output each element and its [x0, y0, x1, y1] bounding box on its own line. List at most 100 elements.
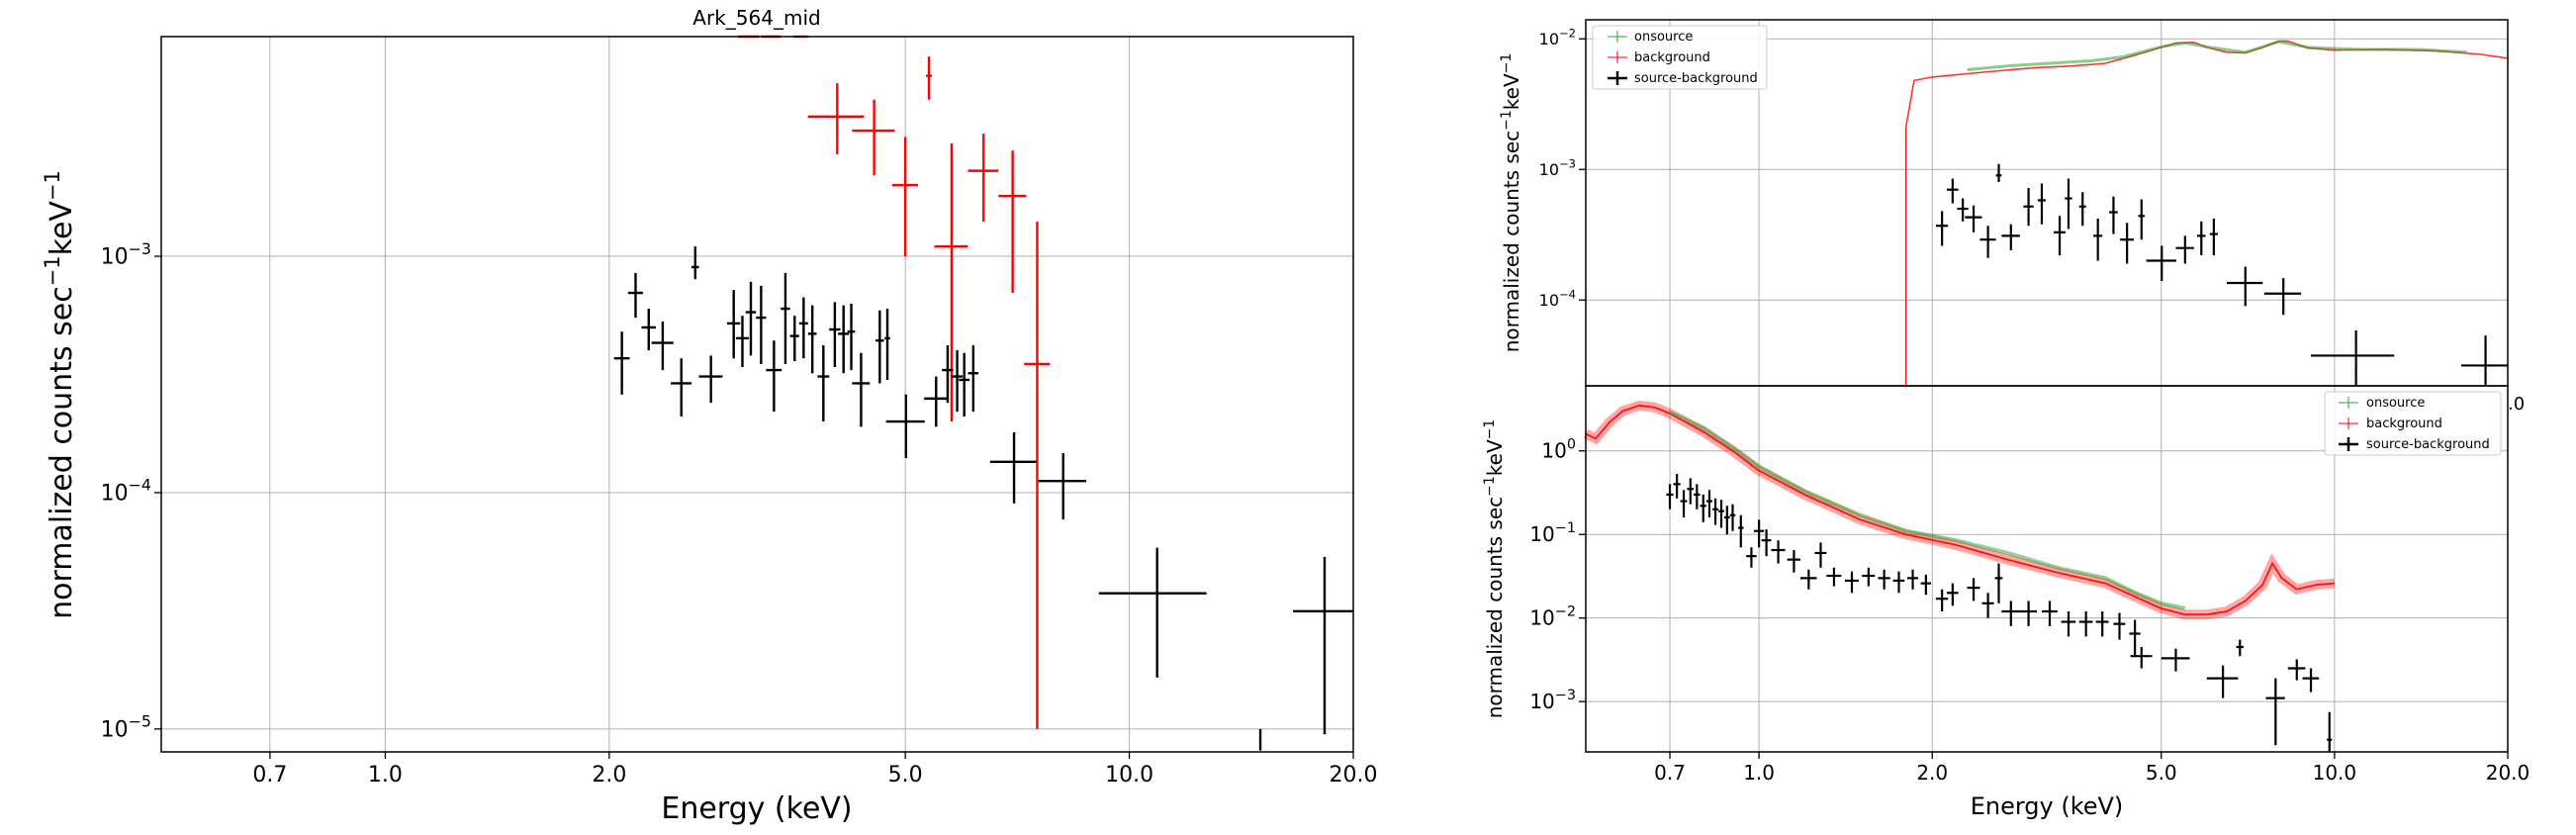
- legend-source-background-label: source-background: [2366, 437, 2490, 452]
- onsource-curve: [1669, 410, 2186, 610]
- source-background-point: [2460, 335, 2508, 386]
- source-background-point: [2019, 601, 2038, 626]
- black-error-bar-point: [698, 355, 723, 404]
- source-background-point: [2061, 610, 2076, 637]
- source-background-point: [1687, 478, 1695, 505]
- red-error-bar-point: [852, 99, 895, 176]
- black-error-bar-point: [942, 345, 954, 404]
- y-tick-label: 10−2: [1529, 604, 1576, 630]
- background-curve: [1585, 404, 2335, 616]
- red-error-bar-point: [1024, 222, 1051, 729]
- black-error-bar-point: [884, 309, 890, 380]
- legend-source-background-label: source-background: [1634, 71, 1758, 86]
- source-background-point: [1995, 163, 2002, 183]
- source-background-point: [1892, 571, 1905, 594]
- source-background-point: [2113, 612, 2126, 640]
- source-background-point: [1771, 540, 1786, 564]
- source-background-point: [1712, 498, 1719, 525]
- x-tick-label: 20.0: [1330, 763, 1378, 788]
- black-error-bar-point: [1293, 556, 1353, 735]
- source-background-point: [1746, 547, 1757, 568]
- source-background-point: [1920, 574, 1931, 596]
- source-background-point: [2093, 218, 2103, 261]
- source-background-point: [1936, 589, 1949, 611]
- source-background-point: [1729, 504, 1736, 531]
- right-top-data-layer: [1904, 40, 2509, 386]
- black-error-bar-point: [967, 345, 979, 413]
- source-background-point: [1718, 500, 1724, 528]
- source-background-point: [1862, 567, 1876, 587]
- x-tick-label: 1.0: [368, 763, 403, 788]
- source-background-point: [2236, 639, 2244, 657]
- black-error-bar-point: [651, 321, 674, 371]
- red-error-bar-point: [967, 134, 999, 223]
- source-background-point: [2196, 221, 2206, 256]
- source-background-point: [1666, 484, 1674, 510]
- black-error-bar-point: [989, 431, 1037, 504]
- source-background-point: [2161, 648, 2190, 672]
- right-bottom-legend: onsource background source-background: [2324, 391, 2502, 456]
- right-bottom-x-axis-label: Energy (keV): [1971, 792, 2124, 820]
- y-tick-label: 10−1: [1529, 520, 1576, 546]
- source-background-point: [2065, 178, 2072, 230]
- source-background-point: [2311, 329, 2395, 386]
- y-tick-label: 10−3: [101, 239, 151, 270]
- x-tick-label: 0.7: [252, 763, 287, 788]
- source-background-point: [2130, 646, 2153, 669]
- x-tick-label: 1.0: [1743, 761, 1775, 785]
- legend-onsource-icon: [2339, 397, 2358, 409]
- legend-onsource-label: onsource: [1634, 30, 1693, 45]
- source-background-point: [2209, 218, 2218, 256]
- black-error-bar-point: [691, 246, 699, 280]
- source-background-point: [2263, 278, 2302, 316]
- source-background-point: [1814, 542, 1827, 568]
- right-bottom-y-axis-label: normalized counts sec−1keV−1: [1482, 419, 1507, 719]
- black-error-bar-point: [885, 394, 925, 459]
- left-panel: 0.7 1.0 2.0 5.0 10.0 20.0 10−5 10−4 10−3 Ark_564…: [41, 6, 1377, 826]
- source-background-point: [2206, 665, 2239, 698]
- legend-background-icon: [2339, 418, 2358, 429]
- source-background-point: [1957, 198, 1969, 222]
- black-error-bar-point: [798, 297, 808, 359]
- source-background-point: [1680, 490, 1688, 517]
- black-error-bar-point: [959, 352, 970, 417]
- right-top-legend: onsource background source-background: [1592, 25, 1768, 90]
- x-tick-label: 2.0: [592, 763, 626, 788]
- x-tick-label: 10.0: [1105, 763, 1153, 788]
- source-background-point: [2287, 659, 2306, 681]
- source-background-point: [2175, 235, 2194, 264]
- x-tick-label: 5.0: [888, 763, 923, 788]
- red-error-bar-point: [807, 83, 865, 154]
- source-background-point: [1994, 563, 2003, 603]
- black-error-bar-point: [671, 358, 692, 417]
- black-error-bar-point: [924, 376, 948, 427]
- source-background-point: [2327, 711, 2333, 752]
- source-background-point: [1844, 571, 1859, 594]
- left-ticks: 0.7 1.0 2.0 5.0 10.0 20.0 10−5 10−4 10−3: [101, 239, 1378, 788]
- right-top-panel: 10−4 10−3 10−2 .0 normalized counts sec−1k…: [1499, 19, 2525, 415]
- source-background-point: [2053, 216, 2067, 256]
- source-background-point: [2041, 601, 2058, 626]
- source-background-point: [1787, 550, 1800, 573]
- y-tick-label: 10−3: [1529, 688, 1576, 713]
- source-background-point: [2001, 224, 2020, 251]
- black-error-bar-point: [735, 316, 749, 367]
- source-background-point: [2078, 610, 2093, 637]
- y-tick-label: 10−2: [1539, 27, 1576, 48]
- black-error-bar-point: [789, 316, 799, 362]
- x-tick-label: 5.0: [2146, 761, 2177, 785]
- black-error-bar-point: [641, 309, 656, 351]
- source-background-point: [1826, 567, 1842, 587]
- black-error-bar-point: [1258, 728, 1262, 751]
- source-background-point: [2109, 196, 2118, 234]
- black-error-bar-point: [807, 305, 817, 374]
- black-error-bar-point: [613, 331, 630, 395]
- right-top-tick-label-fragment: .0: [2508, 394, 2525, 415]
- legend-background-label: background: [1634, 50, 1710, 65]
- black-error-bar-point: [726, 290, 741, 359]
- x-tick-label: 0.7: [1654, 761, 1686, 785]
- source-background-point: [1754, 519, 1765, 548]
- right-bottom-panel: 0.7 1.0 2.0 5.0 10.0 20.0 10−3 10−2 10−1 100 Ener…: [1482, 385, 2530, 820]
- red-error-bar-point: [891, 137, 918, 257]
